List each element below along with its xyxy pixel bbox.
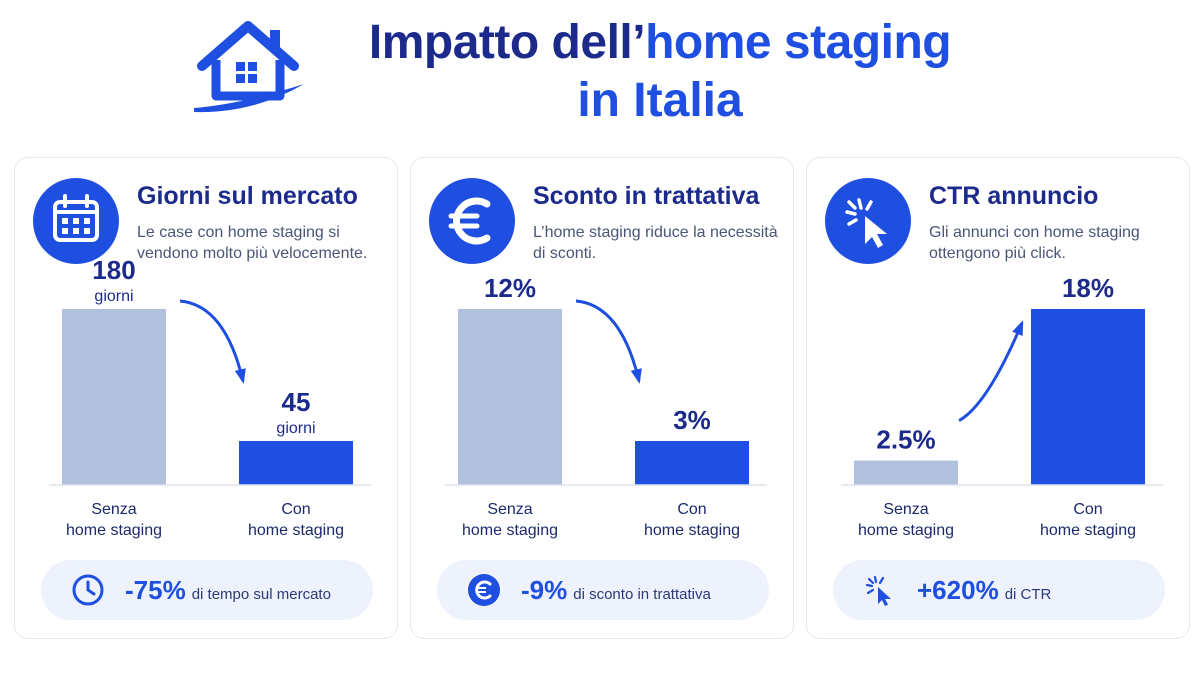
category-label: Senza home staging [858, 501, 954, 539]
calendar-icon [33, 178, 119, 264]
category-label: Con home staging [1040, 501, 1136, 539]
summary-pill: +620% di CTR [833, 560, 1165, 620]
trend-arrow-line [575, 299, 641, 382]
pill-description: di tempo sul mercato [191, 586, 331, 603]
title-line2: in Italia [577, 74, 743, 127]
bar-senza [854, 460, 958, 485]
house-logo-icon [194, 21, 304, 113]
value-label: 18% [1062, 273, 1114, 303]
euro-icon [468, 574, 500, 606]
value-label: 3% [673, 405, 711, 435]
cursor-click-icon [865, 575, 891, 606]
clock-icon [72, 574, 104, 606]
category-label: Con home staging [248, 501, 344, 539]
card-title: Sconto in trattativa [533, 182, 760, 210]
value-label: 12% [484, 273, 536, 303]
pill-value: +620% [917, 575, 999, 605]
category-label: Senza home staging [462, 501, 558, 539]
trend-arrow-head [630, 368, 642, 384]
trend-arrow-line [958, 322, 1024, 422]
value-label: 2.5% [876, 425, 935, 455]
category-label: Senza home staging [66, 501, 162, 539]
bar-con [635, 441, 749, 485]
summary-pill: -9% di sconto in trattativa [437, 560, 769, 620]
card-title: Giorni sul mercato [137, 182, 358, 210]
card-title: CTR annuncio [929, 182, 1099, 210]
pill-description: di CTR [1004, 586, 1052, 603]
bar-senza [62, 309, 166, 485]
value-label: 45 [282, 387, 311, 417]
card-negotiation-discount: Sconto in trattativa L’home staging ridu… [410, 157, 794, 639]
card-subtitle: Le case con home staging si vendono molt… [137, 224, 368, 262]
pill-description: di sconto in trattativa [573, 586, 711, 603]
title-part1: Impatto dell’ [368, 16, 646, 69]
bar-chart: 2.5% Senza home staging 18% Con home staging [841, 273, 1163, 539]
bar-con [1031, 309, 1145, 485]
page-title: Impatto dell’home staging in Italia [300, 14, 1020, 130]
cursor-click-icon [825, 178, 911, 264]
bar-chart: 180 giorni Senza home staging 45 giorni Con hom… [49, 255, 371, 539]
value-unit: giorni [276, 420, 315, 437]
euro-icon [429, 178, 515, 264]
pill-value: -75% [125, 575, 186, 605]
header: Impatto dell’home staging in Italia [0, 0, 1200, 150]
bar-con [239, 441, 353, 485]
card-subtitle: L’home staging riduce la necessità di sc… [533, 224, 778, 262]
bar-senza [458, 309, 562, 485]
summary-pill: -75% di tempo sul mercato [41, 560, 373, 620]
category-label: Con home staging [644, 501, 740, 539]
card-ctr: CTR annuncio Gli annunci con home stagin… [806, 157, 1190, 639]
card-subtitle: Gli annunci con home staging ottengono p… [929, 224, 1140, 262]
trend-arrow-head [1012, 320, 1024, 336]
value-unit: giorni [94, 288, 133, 305]
card-days-on-market: Giorni sul mercato Le case con home stag… [14, 157, 398, 639]
trend-arrow-line [179, 299, 245, 382]
title-part2: home staging [645, 16, 952, 69]
trend-arrow-head [234, 368, 246, 384]
value-label: 180 [92, 255, 135, 285]
pill-value: -9% [521, 575, 568, 605]
bar-chart: 12% Senza home staging 3% Con home staging [445, 273, 767, 539]
